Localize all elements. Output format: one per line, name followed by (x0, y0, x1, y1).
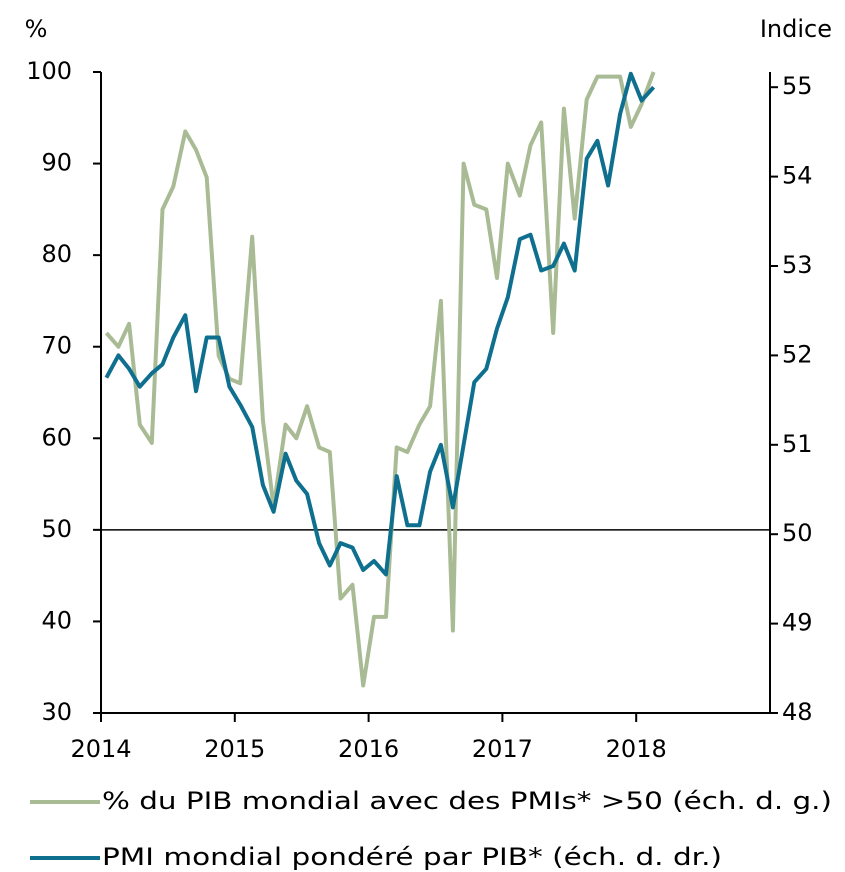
y2-tick-label: 54 (782, 162, 813, 190)
y2-tick-label: 49 (782, 609, 813, 637)
y-tick-label: 30 (41, 698, 72, 726)
y2-tick-label: 52 (782, 340, 813, 368)
x-tick-label: 2015 (204, 735, 265, 763)
y2-tick-label: 53 (782, 251, 813, 279)
y-tick-label: 50 (41, 515, 72, 543)
series-line (104, 71, 656, 688)
y2-tick-label: 48 (782, 698, 813, 726)
x-tick-label: 2016 (338, 735, 399, 763)
y-tick-label: 70 (41, 332, 72, 360)
y-axis-label: % (25, 15, 48, 43)
y-tick-label: 90 (41, 149, 72, 177)
y-tick-label: 60 (41, 423, 72, 451)
legend-label: PMI mondial pondéré par PIB* (éch. d. dr… (102, 843, 722, 871)
legend-label: % du PIB mondial avec des PMIs* >50 (éch… (102, 787, 832, 815)
x-tick-label: 2017 (472, 735, 533, 763)
x-tick-label: 2018 (606, 735, 667, 763)
y-tick-label: 100 (26, 57, 72, 85)
y-tick-label: 40 (41, 606, 72, 634)
y2-tick-label: 50 (782, 519, 813, 547)
y2-axis-label: Indice (760, 15, 832, 43)
y2-tick-label: 55 (782, 72, 813, 100)
y-tick-label: 80 (41, 240, 72, 268)
y2-tick-label: 51 (782, 430, 813, 458)
series-line (104, 71, 656, 577)
x-tick-label: 2014 (70, 735, 131, 763)
